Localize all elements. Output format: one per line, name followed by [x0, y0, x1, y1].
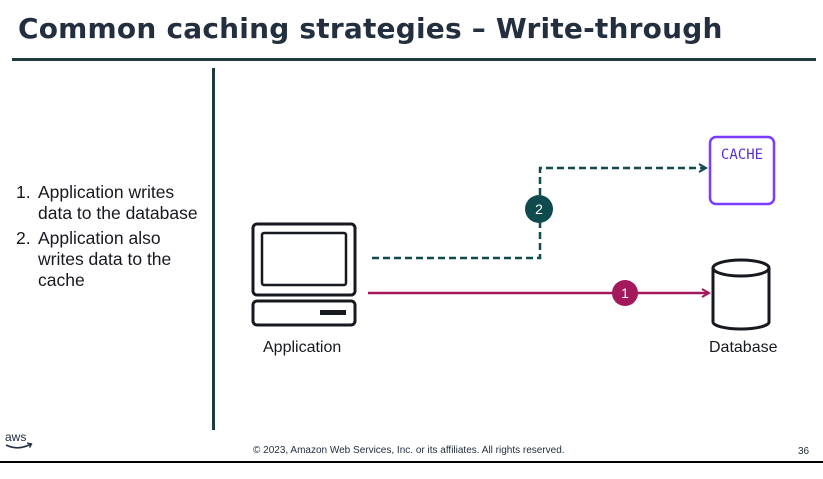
application-label: Application — [263, 339, 342, 356]
svg-text:aws: aws — [5, 430, 26, 444]
step-1-badge: 1 — [612, 280, 638, 306]
steps-list: 1. Application writes data to the databa… — [16, 182, 201, 295]
aws-logo: aws — [5, 430, 33, 449]
step-2-badge-label: 2 — [535, 201, 543, 217]
cache-label: CACHE — [721, 147, 763, 163]
database-icon — [711, 258, 771, 331]
slide-title: Common caching strategies – Write-throug… — [18, 12, 723, 45]
footer-divider — [0, 461, 823, 463]
step-item: 2. Application also writes data to the c… — [16, 228, 201, 291]
page-number: 36 — [798, 446, 810, 457]
title-divider — [12, 58, 816, 61]
database-label: Database — [709, 339, 778, 356]
computer-icon — [251, 222, 357, 327]
step-number: 2. — [16, 228, 31, 248]
step-text: Application also writes data to the cach… — [38, 228, 172, 290]
step-2-badge: 2 — [525, 195, 553, 223]
step-item: 1. Application writes data to the databa… — [16, 182, 201, 224]
step-1-badge-label: 1 — [621, 285, 629, 301]
step-number: 1. — [16, 182, 31, 202]
copyright-notice: © 2023, Amazon Web Services, Inc. or its… — [253, 445, 565, 456]
cache-box: CACHE — [708, 135, 776, 206]
step-text: Application writes data to the database — [38, 182, 198, 223]
vertical-divider — [212, 68, 215, 430]
